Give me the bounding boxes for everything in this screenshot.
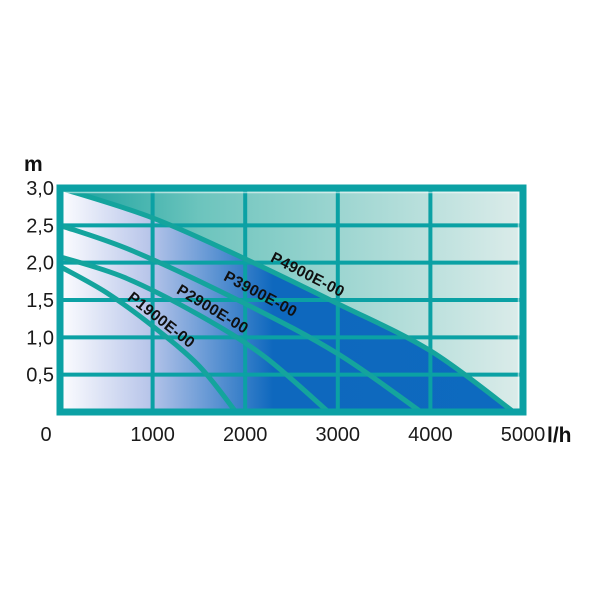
pump-curve-P4900E-00 (59, 185, 516, 415)
x-tick-label-3000: 3000 (316, 424, 361, 446)
x-tick-label-2000: 2000 (223, 424, 268, 446)
plot-inner-highlight (64, 191, 520, 408)
y-tick-label-1-5: 1,5 (26, 290, 54, 312)
x-tick-label-4000: 4000 (408, 424, 453, 446)
x-axis-unit-label: l/h (547, 424, 572, 447)
y-tick-label-3: 3,0 (26, 178, 54, 200)
pump-curve-P1900E-00 (58, 264, 238, 414)
pump-curve-P3900E-00 (59, 222, 423, 415)
y-tick-label-2: 2,0 (26, 253, 54, 275)
y-axis-unit-label: m (24, 153, 43, 176)
x-tick-label-5000: 5000 (501, 424, 546, 446)
pump-curve-P2900E-00 (59, 254, 331, 414)
y-tick-label-2-5: 2,5 (26, 215, 54, 237)
x-tick-label-0: 0 (40, 424, 51, 446)
y-tick-label-1: 1,0 (26, 327, 54, 349)
y-tick-label-0-5: 0,5 (26, 365, 54, 387)
plot-border (56, 184, 527, 416)
x-tick-label-1000: 1000 (130, 424, 175, 446)
